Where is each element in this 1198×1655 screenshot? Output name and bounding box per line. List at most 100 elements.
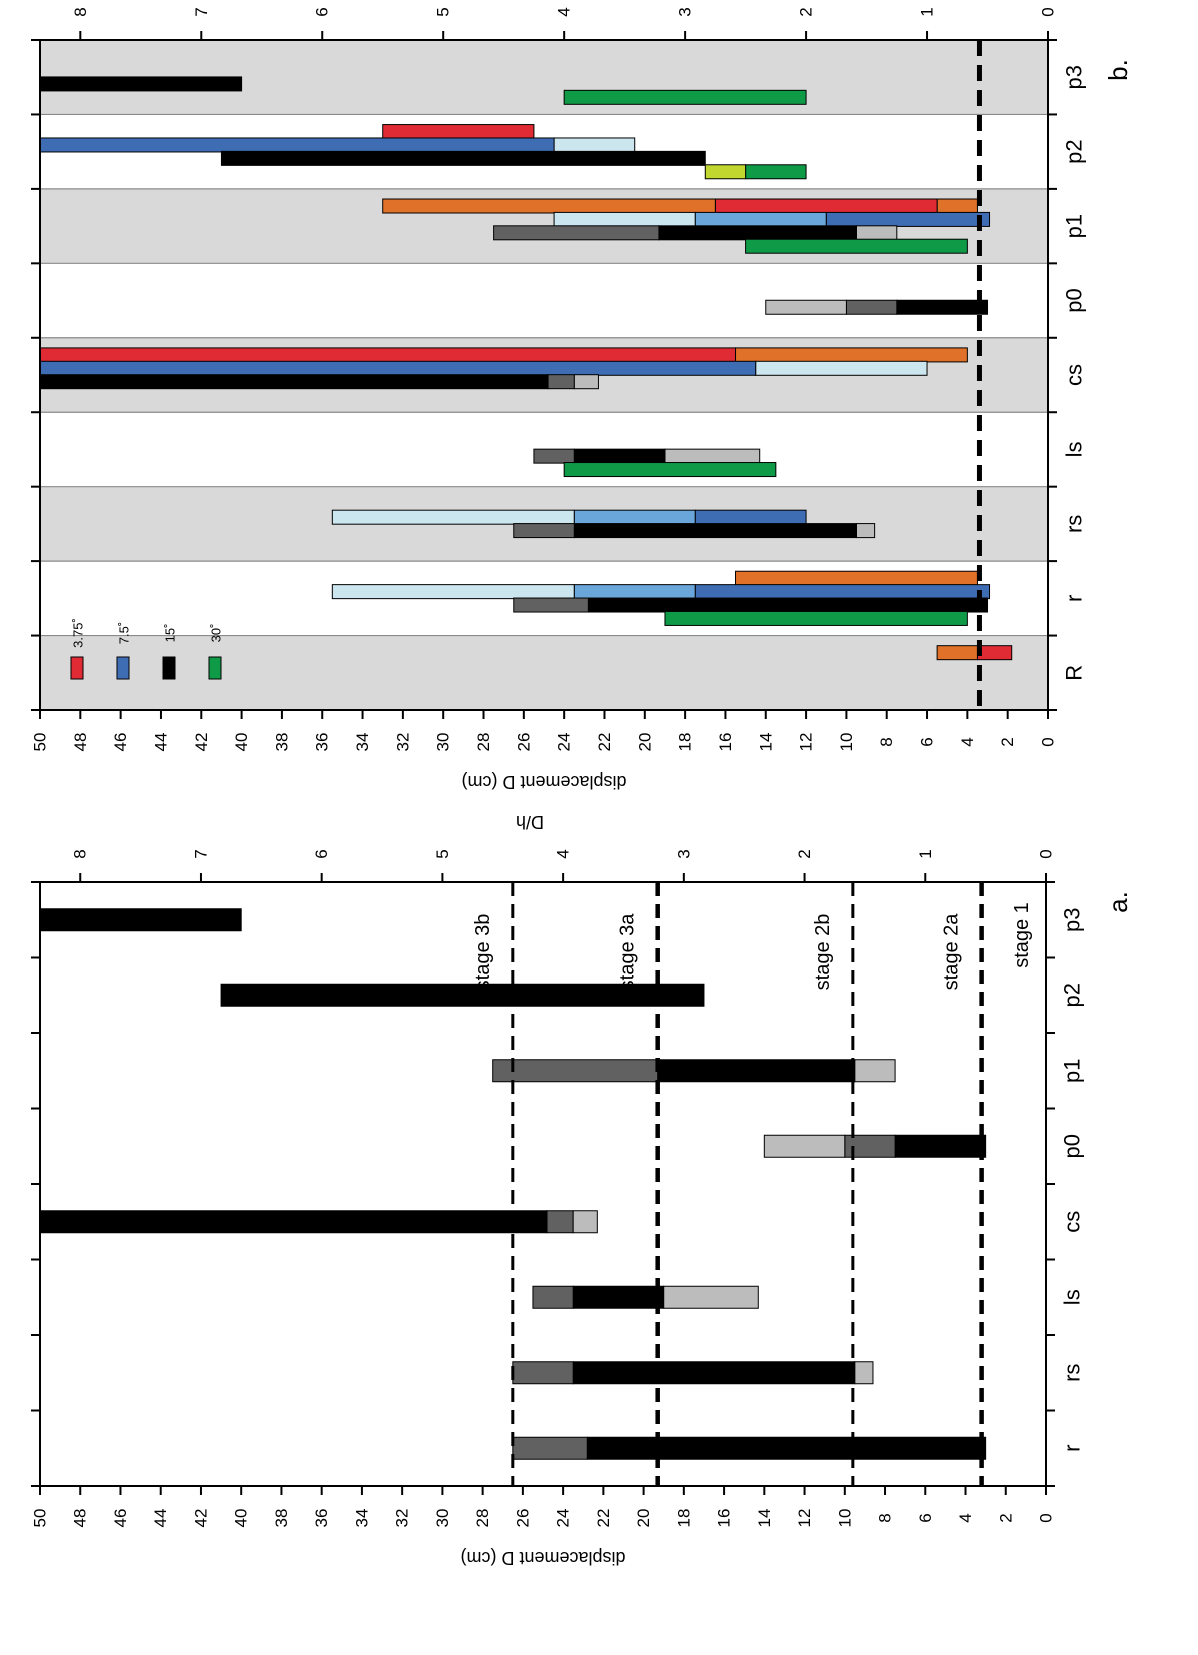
bar-segment: [854, 1361, 874, 1385]
legend-label: 15˚: [163, 624, 178, 643]
x2-tick-label: 5: [434, 7, 453, 16]
bar-segment: [553, 211, 696, 227]
x2-tick-label: 7: [191, 849, 210, 858]
bar-segment: [664, 610, 968, 626]
x-tick-label: 6: [916, 1513, 935, 1522]
bar-segment: [894, 1134, 987, 1158]
x-tick-label: 30: [433, 1509, 452, 1528]
legend-swatch: [70, 656, 84, 680]
bar-segment: [936, 645, 978, 661]
bar-segment: [39, 360, 757, 376]
category-label: p3: [1062, 65, 1087, 89]
x-tick-label: 36: [313, 733, 332, 752]
legend-label: 3.75˚: [71, 618, 86, 648]
x-tick-label: 40: [232, 733, 251, 752]
category-label: p2: [1062, 139, 1087, 163]
stage-label: stage 3b: [472, 914, 494, 991]
x-tick-label: 12: [795, 1509, 814, 1528]
x-tick-label: 16: [716, 733, 735, 752]
x-tick-label: 22: [594, 1509, 613, 1528]
bar-segment: [765, 299, 847, 315]
legend-label: 7.5˚: [117, 622, 132, 644]
category-band: [40, 635, 1048, 710]
bar-segment: [533, 448, 575, 464]
legend-swatch: [162, 656, 176, 680]
bar-segment: [572, 1361, 856, 1385]
bar-segment: [39, 374, 549, 390]
bar-segment: [331, 509, 575, 525]
bar-segment: [573, 509, 696, 525]
bar-segment: [382, 198, 716, 214]
x-tick-label: 0: [1039, 737, 1058, 746]
bar-segment: [572, 1210, 598, 1234]
bar-segment: [657, 1059, 856, 1083]
bar-segment: [896, 299, 989, 315]
panel-label: a.: [1103, 891, 1133, 913]
category-label: p2: [1060, 983, 1085, 1007]
category-label: p1: [1060, 1059, 1085, 1083]
x2-tick-label: 4: [554, 849, 573, 858]
bar-segment: [855, 523, 876, 539]
x-tick-label: 32: [393, 1509, 412, 1528]
x-tick-label: 8: [876, 1513, 895, 1522]
bar-segment: [220, 150, 706, 166]
category-label: p0: [1062, 288, 1087, 312]
x-axis-title: displacement D (cm): [461, 772, 626, 792]
stage-label: stage 2a: [941, 913, 963, 991]
x-tick-label: 44: [151, 1509, 170, 1528]
bar-segment: [854, 1059, 896, 1083]
x-tick-label: 20: [634, 1509, 653, 1528]
bar-segment: [714, 198, 938, 214]
x2-tick-label: 2: [795, 849, 814, 858]
x-tick-label: 2: [998, 737, 1017, 746]
x2-tick-label: 5: [433, 849, 452, 858]
x-tick-label: 42: [191, 1509, 210, 1528]
bar-segment: [573, 523, 857, 539]
legend-swatch: [208, 656, 222, 680]
x-tick-label: 4: [958, 737, 977, 746]
bar-segment: [694, 211, 827, 227]
bar-segment: [694, 509, 807, 525]
bar-segment: [976, 645, 1013, 661]
x-tick-label: 34: [352, 1509, 371, 1528]
x-tick-label: 28: [473, 1509, 492, 1528]
bar-segment: [825, 211, 991, 227]
bar-segment: [936, 198, 978, 214]
x-tick-label: 26: [514, 733, 533, 752]
bar-segment: [573, 584, 696, 600]
x2-tick-label: 6: [313, 7, 332, 16]
x-tick-label: 12: [797, 733, 816, 752]
bar-segment: [512, 1436, 588, 1460]
x-tick-label: 2: [996, 1513, 1015, 1522]
x2-tick-label: 8: [71, 7, 90, 16]
bar-segment: [493, 225, 660, 241]
x-tick-label: 10: [835, 1509, 854, 1528]
x2-tick-label: 8: [71, 849, 90, 858]
category-label: ls: [1060, 1289, 1085, 1305]
x-tick-label: 14: [755, 1509, 774, 1528]
bar-segment: [573, 374, 599, 390]
x-tick-label: 46: [111, 733, 130, 752]
stage-label: stage 2b: [812, 914, 834, 991]
category-label: p1: [1062, 214, 1087, 238]
x-tick-label: 6: [918, 737, 937, 746]
x2-tick-label: 2: [797, 7, 816, 16]
bar-segment: [532, 1285, 574, 1309]
bar-segment: [553, 137, 636, 153]
x-tick-label: 32: [393, 733, 412, 752]
category-label: rs: [1060, 1364, 1085, 1382]
x-tick-label: 0: [1037, 1513, 1056, 1522]
x-tick-label: 50: [31, 1509, 50, 1528]
bar-segment: [382, 124, 535, 140]
bar-segment: [512, 1361, 574, 1385]
x2-tick-label: 0: [1037, 849, 1056, 858]
bar-segment: [563, 462, 777, 478]
x-tick-label: 38: [272, 1509, 291, 1528]
panel-a: rrslscsp0p1p2p30246810121416182022242628…: [31, 812, 1134, 1568]
stage-label: stage 1: [1011, 902, 1033, 968]
x-tick-label: 18: [676, 733, 695, 752]
bar-segment: [587, 597, 989, 613]
x2-tick-label: 0: [1039, 7, 1058, 16]
x2-tick-label: 1: [918, 7, 937, 16]
bar-segment: [704, 164, 747, 180]
